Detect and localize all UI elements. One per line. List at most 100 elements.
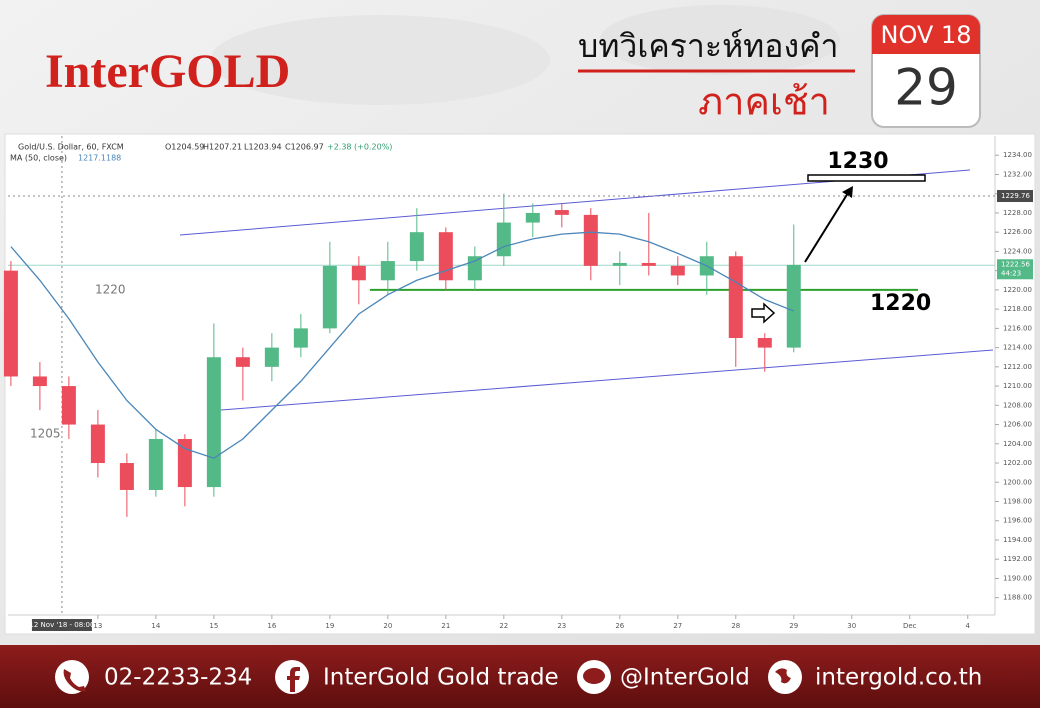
x-tick-label: 15 — [209, 622, 218, 630]
crosshair-y-tag — [997, 190, 1033, 203]
last-price-label: 1222.56 — [1001, 260, 1030, 268]
x-tick-label: 4 — [966, 622, 971, 630]
y-tick-label: 1210.00 — [1003, 382, 1032, 390]
candle-body — [409, 232, 424, 262]
y-tick-label: 1218.00 — [1003, 305, 1032, 313]
candle-body — [786, 264, 801, 348]
chart-panel — [4, 133, 1036, 635]
crosshair-x-label: 12 Nov '18 - 08:00 — [29, 621, 94, 629]
ma-legend-value: 1217.1188 — [78, 154, 121, 163]
candle-body — [351, 265, 366, 281]
y-tick-label: 1202.00 — [1003, 459, 1032, 467]
candle-body — [119, 463, 134, 490]
candle-body — [148, 438, 163, 490]
calendar-icon: NOV 18 29 — [871, 14, 981, 128]
crosshair-y-label: 1229.76 — [1001, 192, 1030, 200]
candle-body — [32, 376, 47, 387]
candle-body — [757, 337, 772, 348]
line-glyph — [583, 668, 605, 684]
watermark-level: 1220 — [95, 282, 126, 296]
candle-body — [3, 270, 18, 377]
y-tick-label: 1228.00 — [1003, 209, 1032, 217]
candle-body — [641, 262, 656, 266]
map-shape — [600, 5, 840, 75]
header-subtitle: ภาคเช้า — [698, 80, 830, 124]
candle-body — [496, 222, 511, 257]
support-label: 1220 — [870, 291, 931, 316]
footer-facebook: InterGold Gold trade — [323, 665, 559, 691]
x-tick-label: 22 — [499, 622, 508, 630]
target-arrow — [804, 192, 849, 263]
map-shape — [210, 15, 550, 105]
candle-body — [380, 261, 395, 281]
x-tick-label: 13 — [93, 622, 102, 630]
footer-phone: 02-2233-234 — [104, 665, 252, 691]
facebook-glyph — [287, 667, 300, 692]
x-tick-label: 21 — [441, 622, 450, 630]
x-tick-label: 27 — [673, 622, 682, 630]
y-tick-label: 1188.00 — [1003, 594, 1032, 602]
calendar-top — [872, 15, 980, 54]
target-box — [807, 174, 926, 182]
y-tick-label: 1220.00 — [1003, 286, 1032, 294]
header-title: บทวิเคราะห์ทองคำ — [578, 27, 838, 65]
y-tick-label: 1224.00 — [1003, 247, 1032, 255]
x-tick-label: 16 — [267, 622, 276, 630]
web-glyph — [775, 668, 791, 684]
candle-body — [612, 262, 627, 266]
calendar-day: 29 — [894, 59, 958, 117]
y-tick-label: 1212.00 — [1003, 363, 1032, 371]
x-tick-label: 30 — [847, 622, 856, 630]
x-tick-label: 14 — [151, 622, 160, 630]
ohlc-low: L1203.94 — [244, 143, 282, 152]
candle-body — [583, 214, 598, 266]
hollow-arrow — [751, 302, 776, 324]
candle-body — [235, 357, 250, 367]
candle-body — [467, 256, 482, 281]
candle-body — [264, 347, 279, 367]
ohlc-high: H1207.21 — [203, 143, 242, 152]
candle-body — [206, 357, 221, 488]
y-tick-label: 1234.00 — [1003, 151, 1032, 159]
ohlc-change: +2.38 (+0.20%) — [327, 143, 392, 152]
target-label: 1230 — [827, 149, 888, 174]
x-tick-label: 20 — [383, 622, 392, 630]
ohlc-close: C1206.97 — [285, 143, 324, 152]
y-tick-label: 1192.00 — [1003, 555, 1032, 563]
y-tick-label: 1200.00 — [1003, 478, 1032, 486]
lower-trend-line — [207, 349, 994, 412]
target-arrowhead — [842, 186, 853, 198]
y-tick-label: 1196.00 — [1003, 517, 1032, 525]
x-tick-label: 23 — [557, 622, 566, 630]
y-tick-label: 1226.00 — [1003, 228, 1032, 236]
chart: Gold/U.S. Dollar, 60, FXCM O1204.59 H120… — [3, 133, 1036, 635]
footer-band — [0, 645, 1040, 708]
candle-body — [670, 265, 685, 276]
candle-body — [554, 210, 569, 215]
crosshair-x-tag — [31, 619, 92, 631]
ma-legend: MA (50, close) — [10, 154, 67, 163]
footer-website: intergold.co.th — [815, 665, 982, 691]
y-tick-label: 1190.00 — [1003, 574, 1032, 582]
symbol-label: Gold/U.S. Dollar, 60, FXCM — [18, 143, 124, 152]
x-tick-label: 19 — [325, 622, 334, 630]
y-tick-label: 1232.00 — [1003, 170, 1032, 178]
ohlc-open: O1204.59 — [165, 143, 204, 152]
last-price-tag — [997, 259, 1033, 280]
calendar-month: NOV 18 — [880, 21, 971, 49]
candle-body — [90, 424, 105, 464]
candle-body — [293, 328, 308, 348]
candle-body — [61, 386, 76, 425]
y-tick-label: 1194.00 — [1003, 536, 1032, 544]
y-tick-label: 1208.00 — [1003, 401, 1032, 409]
ma-line — [10, 231, 795, 459]
y-tick-label: 1204.00 — [1003, 440, 1032, 448]
x-tick-label: 28 — [731, 622, 740, 630]
watermark-level: 1205 — [30, 427, 61, 441]
candle-body — [177, 438, 192, 488]
y-tick-label: 1198.00 — [1003, 498, 1032, 506]
phone-icon — [55, 660, 89, 694]
candle-body — [438, 232, 453, 281]
brand-logo: InterGOLD — [45, 45, 290, 98]
